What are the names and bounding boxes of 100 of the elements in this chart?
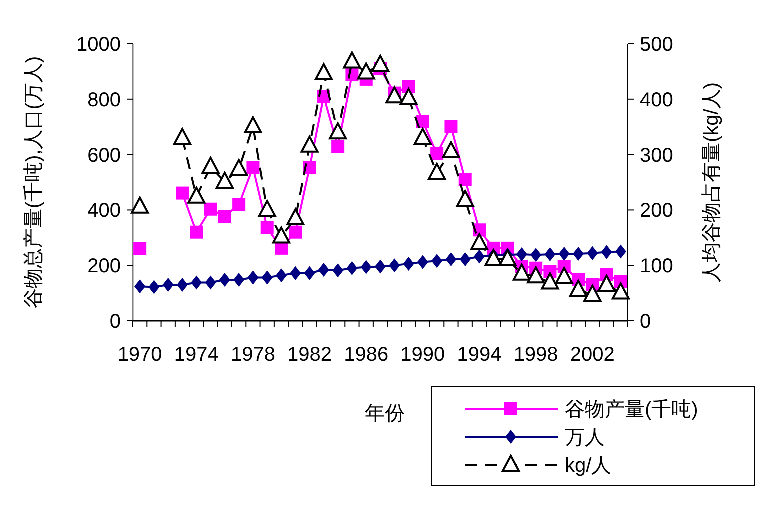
x-tick-label: 2002 (570, 344, 615, 366)
point (262, 270, 273, 285)
point (460, 252, 471, 267)
point (204, 202, 218, 216)
point (527, 266, 546, 284)
y2-tick-label: 400 (640, 89, 674, 112)
point (432, 254, 443, 268)
point (417, 255, 428, 270)
point (134, 242, 147, 256)
point (286, 208, 305, 226)
point (372, 55, 390, 72)
point (329, 122, 348, 140)
point (598, 274, 616, 292)
y-tick-label: 600 (88, 144, 121, 167)
y-axis-title: 谷物总产量(千吨),人口(万人) (23, 56, 45, 309)
point (248, 270, 259, 285)
point (498, 250, 517, 267)
point (444, 120, 458, 134)
x-tick-label: 1974 (174, 344, 219, 366)
y2-tick-label: 500 (640, 34, 674, 56)
y-tick-label: 400 (88, 200, 121, 222)
point (612, 282, 630, 300)
point (558, 246, 570, 261)
point (474, 250, 485, 264)
point (289, 226, 302, 239)
x-tick-label: 1970 (118, 344, 162, 366)
point (246, 161, 260, 174)
point (205, 276, 216, 290)
point (304, 266, 316, 280)
point (131, 196, 150, 214)
legend-label: 谷物产量(千吨) (565, 399, 698, 421)
point (516, 248, 528, 262)
point (258, 200, 276, 218)
x-tick-label: 1998 (514, 344, 558, 366)
point (276, 268, 287, 283)
point (162, 278, 174, 292)
x-tick-label: 1994 (457, 344, 502, 366)
legend-label: 万人 (565, 427, 605, 449)
point (346, 261, 358, 276)
point (191, 276, 202, 290)
point (414, 128, 432, 146)
point (260, 221, 274, 234)
point (484, 250, 503, 267)
point (573, 246, 584, 261)
point (587, 246, 598, 260)
point (332, 264, 344, 278)
y2-axis-title: 人均谷物占有量(kg/人) (701, 82, 723, 282)
point (615, 244, 626, 259)
point (202, 156, 220, 174)
point (400, 88, 418, 106)
point (446, 252, 457, 267)
point (234, 273, 245, 288)
point (601, 245, 612, 260)
point (216, 172, 234, 189)
point (190, 226, 204, 239)
point (456, 190, 474, 208)
y2-tick-label: 300 (640, 144, 674, 167)
x-axis-title: 年份 (365, 403, 405, 425)
y-tick-label: 800 (88, 89, 121, 112)
point (470, 233, 488, 250)
point (300, 136, 319, 153)
legend-label: kg/人 (565, 455, 612, 477)
point (386, 86, 404, 104)
point (430, 147, 444, 160)
point (458, 174, 472, 187)
point (343, 52, 362, 69)
point (244, 116, 262, 134)
point (584, 284, 602, 302)
x-tick-label: 1982 (288, 344, 332, 366)
point (314, 63, 333, 80)
point (544, 248, 556, 262)
point (512, 264, 531, 281)
point (428, 163, 446, 180)
point (290, 266, 302, 280)
y2-tick-label: 100 (640, 256, 674, 278)
point (375, 260, 386, 274)
point (570, 280, 588, 297)
point (174, 128, 192, 146)
point (188, 186, 206, 204)
y-tick-label: 200 (88, 256, 121, 278)
point (219, 273, 230, 288)
point (232, 198, 246, 212)
x-tick-label: 1990 (400, 344, 446, 366)
point (318, 263, 330, 278)
point (530, 248, 542, 262)
y2-tick-label: 0 (640, 311, 652, 333)
point (177, 278, 188, 292)
point (230, 159, 248, 176)
point (360, 260, 372, 274)
point (541, 272, 560, 290)
point (403, 256, 414, 271)
x-tick-label: 1978 (230, 344, 276, 366)
point (148, 280, 160, 294)
point (442, 141, 460, 158)
y-tick-label: 1000 (76, 34, 121, 56)
point (176, 186, 189, 200)
y2-tick-label: 200 (640, 200, 674, 222)
point (389, 258, 400, 273)
y-tick-label: 0 (110, 311, 121, 333)
point (272, 226, 290, 244)
